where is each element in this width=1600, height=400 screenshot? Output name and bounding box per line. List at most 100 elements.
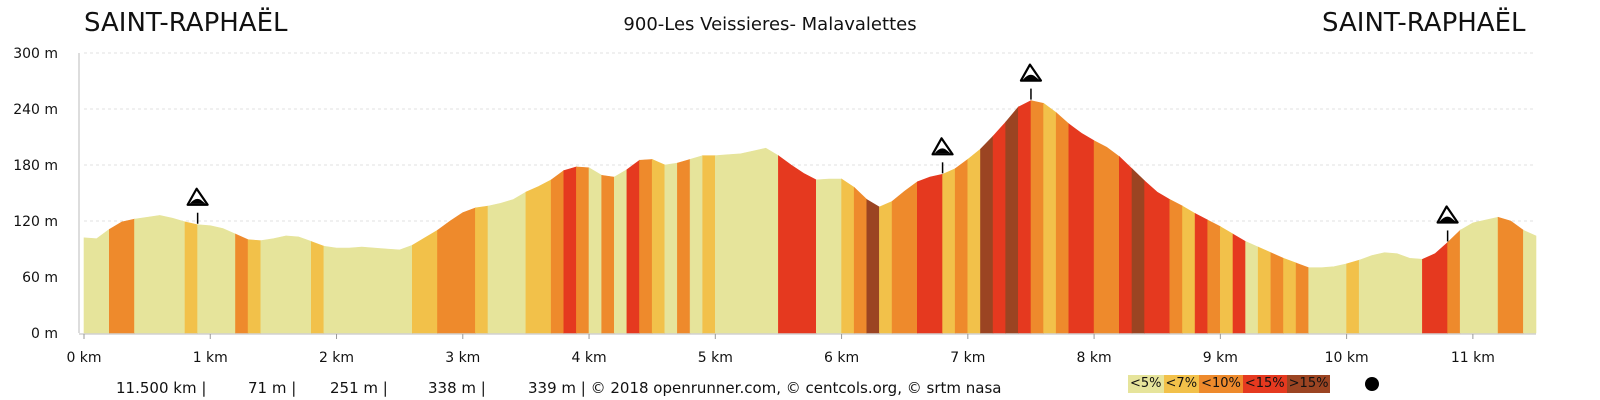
x-tick-label: 7 km: [950, 350, 985, 366]
position-dot-icon: [1365, 377, 1379, 391]
gradient-segment: [1295, 262, 1309, 334]
stat-min-elevation: 71 m |: [248, 379, 297, 397]
gradient-segment: [1030, 100, 1044, 334]
gradient-segment: [1220, 226, 1234, 334]
gradient-segment: [853, 186, 868, 334]
x-tick-label: 9 km: [1203, 350, 1238, 366]
gradient-segment: [475, 205, 489, 334]
gradient-legend: <5% <7% <10% <15% >15%: [1128, 375, 1331, 393]
legend-item: >15%: [1286, 375, 1331, 393]
x-tick-label: 0 km: [66, 350, 101, 366]
mountain-pass-icon: [1019, 63, 1043, 100]
stat-max-elevation: 251 m |: [330, 379, 388, 397]
gradient-segment: [260, 235, 312, 334]
gradient-segment: [1119, 155, 1133, 334]
mountain-pass-icon: [186, 187, 209, 224]
gradient-segment: [639, 159, 653, 334]
gradient-segment: [1005, 106, 1019, 334]
gradient-segment: [942, 168, 956, 334]
axes: 0 m 60 m 120 m 180 m 240 m 300 m 0 km 1 km 2 km 3…: [13, 46, 1536, 366]
gradient-segment: [866, 198, 880, 334]
gradient-segment: [879, 200, 893, 334]
gradient-segment: [1055, 112, 1070, 334]
y-tick-label: 300 m: [13, 46, 58, 62]
gradient-segment: [891, 181, 918, 334]
gradient-segment: [841, 178, 855, 334]
gradient-segment: [714, 147, 779, 334]
y-tick-label: 0 m: [31, 326, 58, 342]
gradient-segment: [1182, 205, 1196, 334]
gradient-segments: [83, 100, 1537, 334]
gradient-segment: [980, 135, 994, 334]
stat-ascent: 338 m |: [428, 379, 486, 397]
gradient-segment: [992, 121, 1007, 334]
gradient-segment: [664, 162, 678, 334]
x-tick-label: 5 km: [698, 350, 733, 366]
y-tick-label: 240 m: [13, 102, 58, 118]
y-tick-label: 180 m: [13, 158, 58, 174]
gradient-segment: [1245, 241, 1259, 334]
summit-markers: [186, 63, 1459, 242]
gradient-segment: [411, 229, 438, 334]
y-tick-label: 60 m: [22, 270, 58, 286]
gradient-segment: [1523, 229, 1537, 334]
gradient-segment: [310, 241, 325, 334]
gradient-segment: [1017, 100, 1032, 334]
x-tick-label: 2 km: [319, 350, 354, 366]
gradient-segment: [1207, 219, 1221, 334]
gradient-segment: [323, 244, 413, 334]
gradient-segment: [1346, 259, 1360, 334]
mountain-pass-icon: [1436, 205, 1459, 242]
gradient-segment: [83, 228, 110, 334]
gradient-segment: [1447, 229, 1461, 334]
gradient-segment: [651, 158, 666, 334]
gradient-segment: [1283, 257, 1297, 334]
gradient-segment: [1270, 252, 1284, 334]
gradient-segment: [576, 166, 590, 334]
gradient-segment: [1459, 216, 1499, 334]
gradient-segment: [815, 178, 842, 334]
gradient-segment: [967, 148, 981, 334]
gradient-segment: [109, 218, 135, 334]
x-tick-label: 10 km: [1325, 350, 1369, 366]
gradient-segment: [1497, 216, 1524, 334]
gradient-segment: [525, 179, 552, 334]
gradient-segment: [613, 169, 628, 334]
chart-title: 900-Les Veissieres- Malavalettes: [623, 14, 917, 35]
gradient-segment: [702, 155, 716, 334]
gradient-segment: [916, 173, 943, 334]
gradient-segment: [1144, 180, 1171, 334]
gradient-segment: [235, 233, 249, 334]
legend-item: <15%: [1242, 375, 1287, 393]
gradient-segment: [778, 155, 817, 334]
gradient-segment: [626, 159, 640, 334]
gradient-segment: [689, 155, 704, 334]
x-tick-label: 8 km: [1077, 350, 1112, 366]
gradient-segment: [1308, 263, 1347, 334]
legend-item: <10%: [1199, 375, 1243, 393]
gradient-segment: [184, 221, 198, 334]
gradient-segment: [1169, 199, 1183, 334]
gradient-segment: [1194, 213, 1208, 334]
gradient-segment: [1257, 246, 1272, 334]
gradient-segment: [1093, 140, 1120, 334]
gradient-segment: [1043, 102, 1057, 334]
x-tick-label: 3 km: [445, 350, 480, 366]
legend-item: <5%: [1128, 375, 1164, 393]
gradient-segment: [1232, 233, 1246, 334]
gradient-segment: [1358, 252, 1423, 334]
start-place-label: SAINT-RAPHAËL: [84, 8, 288, 38]
gradient-segment: [1131, 167, 1145, 334]
gradient-segment: [487, 191, 527, 334]
gradient-segment: [563, 166, 577, 334]
gradient-segment: [134, 215, 186, 334]
stat-descent-credits: 339 m | © 2018 openrunner.com, © centcol…: [528, 379, 1002, 397]
x-tick-label: 11 km: [1451, 350, 1495, 366]
gradient-segment: [550, 170, 565, 334]
end-place-label: SAINT-RAPHAËL: [1322, 8, 1526, 38]
gradient-segment: [601, 174, 615, 334]
stat-distance: 11.500 km |: [116, 379, 207, 397]
gradient-segment: [588, 167, 603, 334]
gradient-segment: [1422, 241, 1448, 334]
